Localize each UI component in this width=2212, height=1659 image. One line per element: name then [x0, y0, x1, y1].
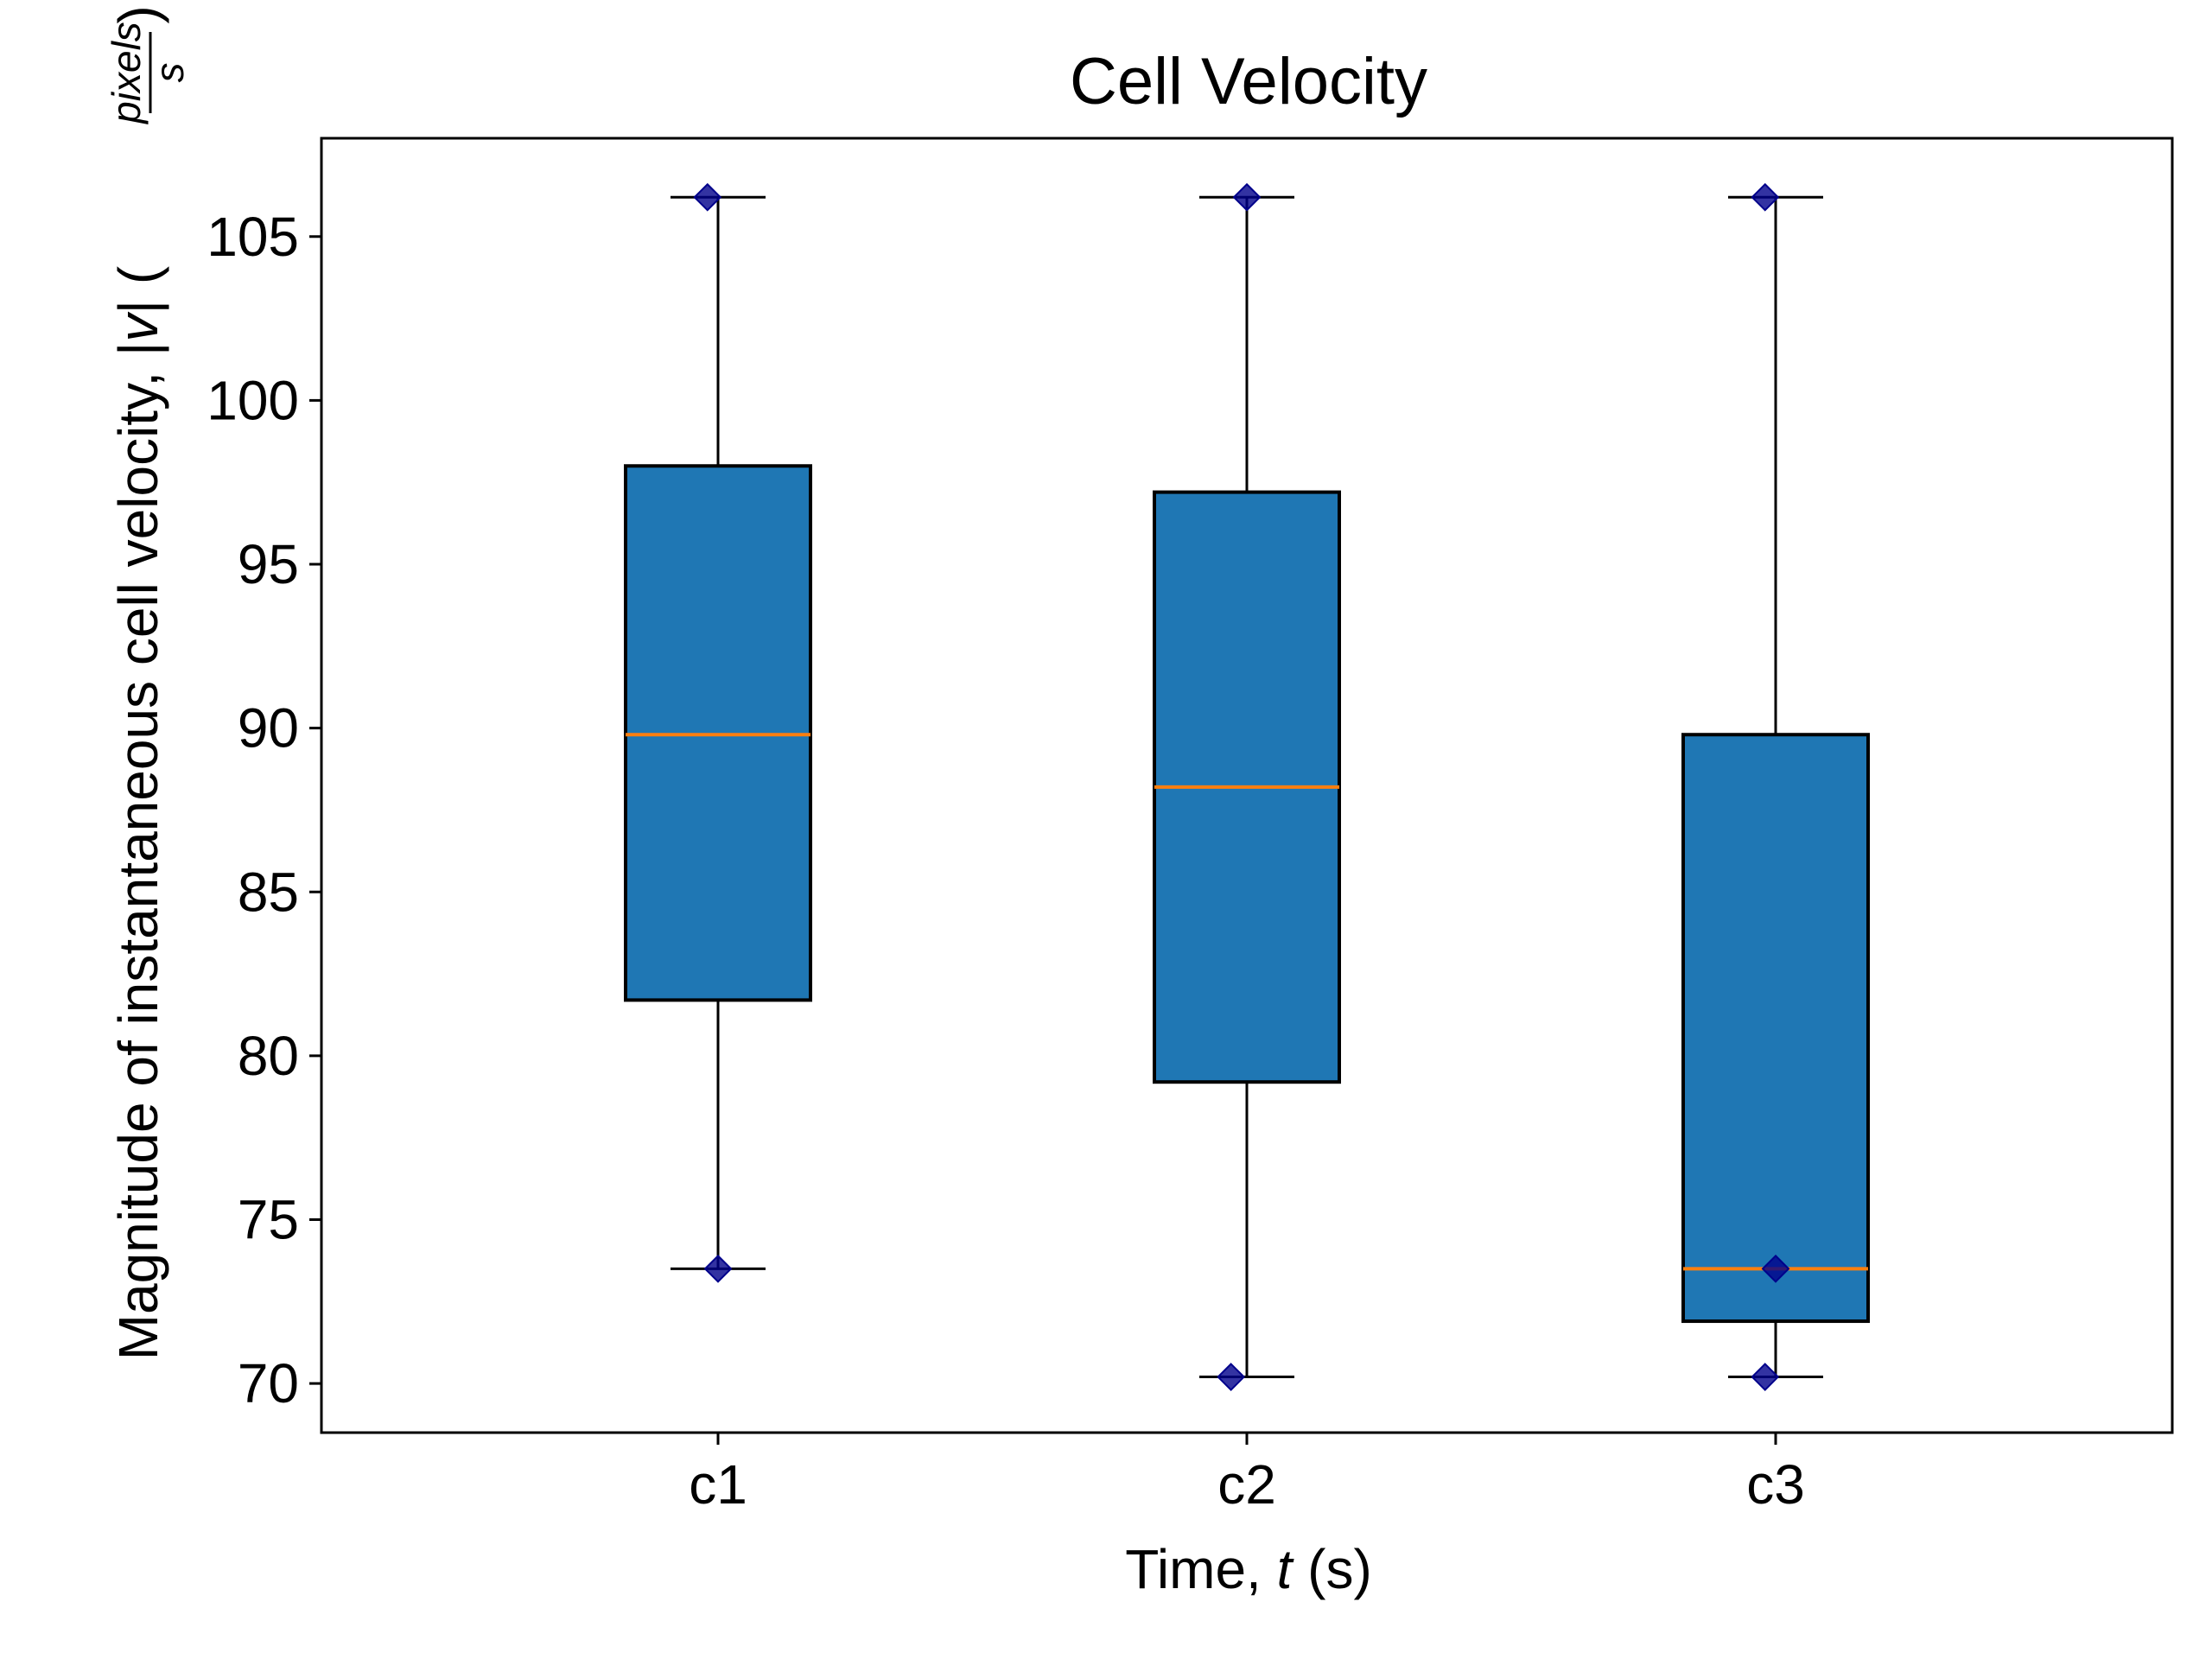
box-c1	[624, 195, 812, 1270]
data-point-c1	[703, 1254, 733, 1283]
data-point-c3	[1751, 1363, 1780, 1391]
box-c2	[1153, 195, 1341, 1379]
box-c3	[1681, 195, 1870, 1379]
y-tick-label: 90	[238, 697, 299, 760]
y-axis-label: Magnitude of instantaneous cell velocity…	[104, 5, 192, 1360]
data-point-c1	[693, 182, 722, 212]
data-point-c2	[1217, 1363, 1246, 1391]
y-tick-label: 95	[238, 533, 299, 595]
y-tick-label: 70	[238, 1352, 299, 1414]
boxes-layer	[624, 195, 1870, 1379]
data-point-c3	[1751, 182, 1780, 212]
chart-title: Cell Velocity	[1070, 45, 1427, 118]
svg-text:Magnitude of instantaneous cel: Magnitude of instantaneous cell velocity…	[107, 266, 169, 1361]
y-tick-label: 100	[207, 369, 299, 431]
x-tick-label-c2: c2	[1217, 1453, 1276, 1516]
x-tick-label-c3: c3	[1746, 1453, 1805, 1516]
svg-text:): )	[107, 5, 169, 23]
x-tick-label-c1: c1	[689, 1453, 747, 1516]
y-tick-label: 75	[238, 1188, 299, 1250]
y-tick-label: 85	[238, 861, 299, 923]
points-layer	[693, 182, 1790, 1391]
y-axis-ticks: 70 75 80 85 90 95 100 105	[207, 206, 321, 1414]
svg-text:s: s	[147, 63, 192, 83]
y-tick-label: 105	[207, 206, 299, 268]
data-point-c2	[1232, 182, 1262, 212]
box-iqr	[1681, 733, 1870, 1324]
x-axis-label: Time, t (s)	[1125, 1538, 1372, 1600]
x-axis-ticks: c1 c2 c3	[689, 1433, 1805, 1516]
y-tick-label: 80	[238, 1025, 299, 1087]
svg-text:pixels: pixels	[104, 22, 149, 125]
data-point-c3	[1761, 1254, 1790, 1283]
